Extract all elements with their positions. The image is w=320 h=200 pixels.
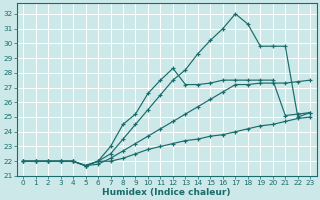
X-axis label: Humidex (Indice chaleur): Humidex (Indice chaleur) xyxy=(102,188,231,197)
